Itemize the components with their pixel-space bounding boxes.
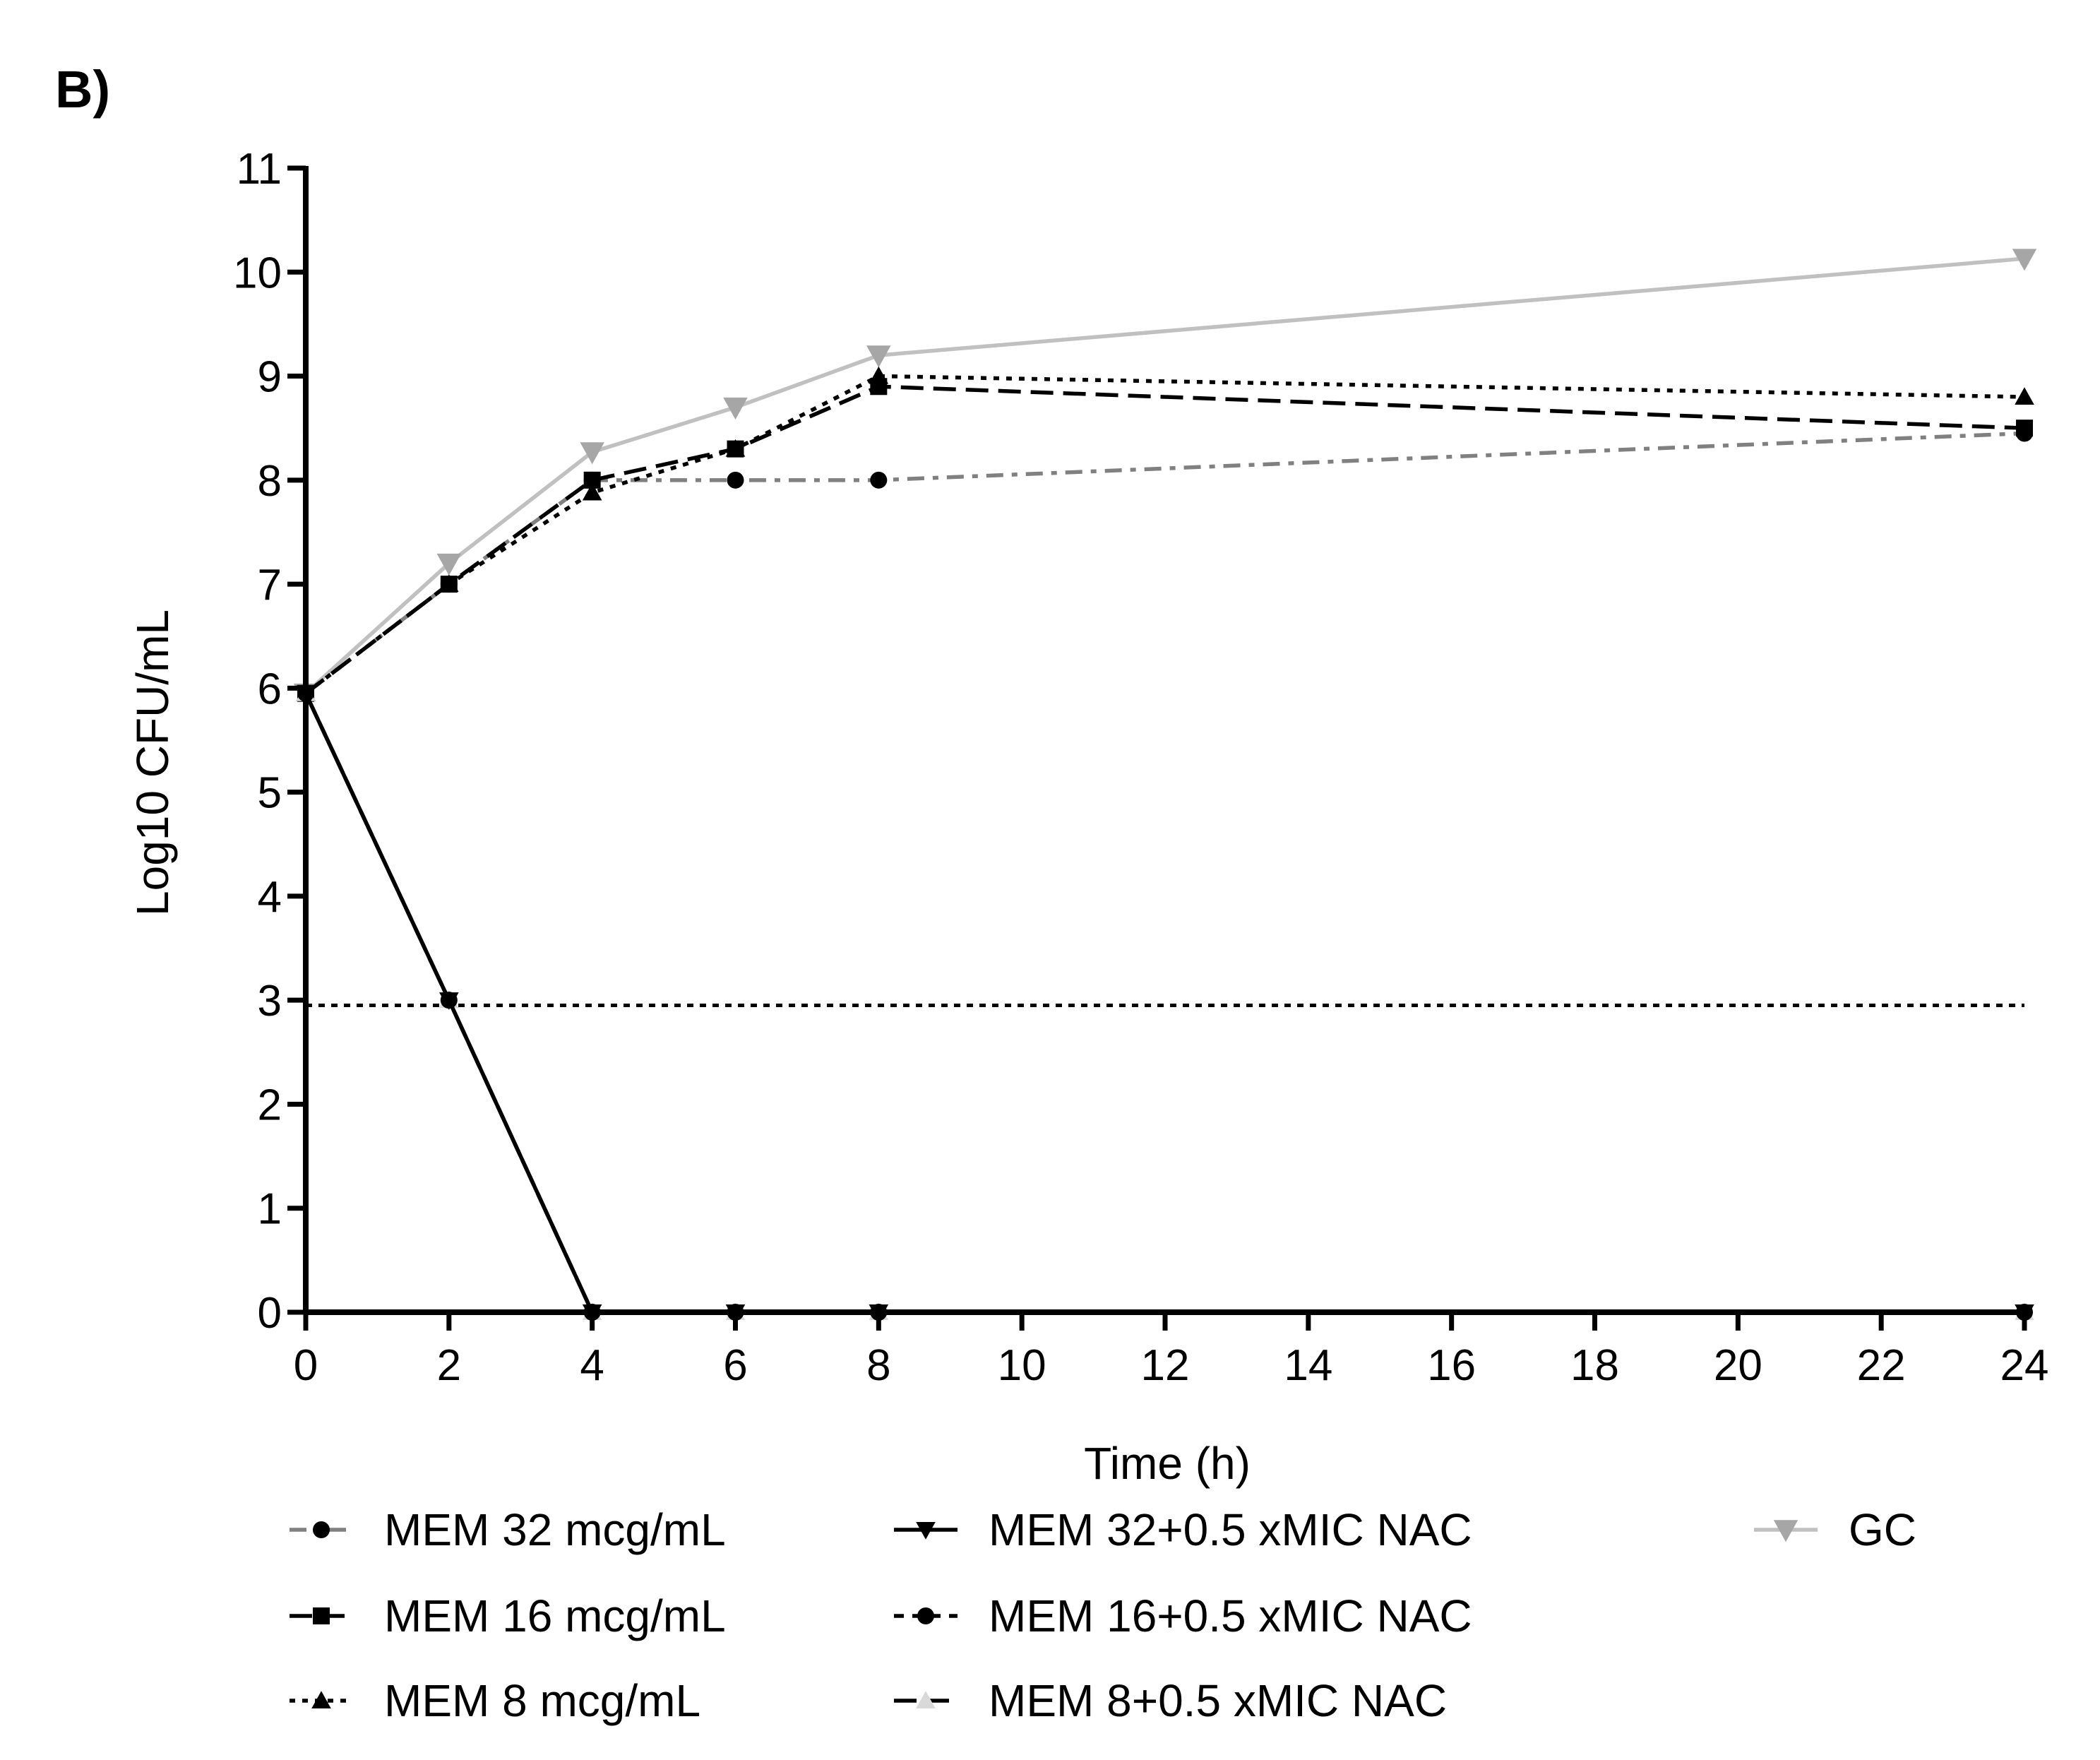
y-tick-label: 5: [258, 769, 282, 818]
x-tick-label: 12: [1141, 1341, 1190, 1390]
x-axis-title: Time (h): [1084, 1438, 1251, 1489]
series-line: [304, 374, 2025, 695]
series-5: [296, 683, 2034, 1321]
legend-marker: [916, 1691, 936, 1709]
series-line: [304, 256, 2025, 695]
x-tick-label: 20: [1714, 1341, 1762, 1390]
data-point: [727, 440, 744, 458]
y-tick-label: 11: [237, 145, 282, 194]
legend-marker: [313, 1521, 330, 1538]
y-tick-label: 9: [258, 353, 282, 402]
y-tick-label: 8: [258, 457, 282, 506]
series-line: [304, 384, 2025, 695]
data-point: [580, 442, 604, 465]
data-point: [436, 553, 462, 576]
data-point: [723, 397, 748, 420]
x-tick-label: 6: [723, 1341, 747, 1390]
series-6: [293, 249, 2037, 706]
x-tick-label: 22: [1857, 1341, 1906, 1390]
legend-item: MEM 16 mcg/mL: [290, 1590, 726, 1641]
y-tick-label: 1: [258, 1185, 282, 1234]
series-line: [304, 692, 2024, 1314]
legend-item: MEM 16+0.5 xMIC NAC: [894, 1590, 1472, 1641]
data-point: [2012, 249, 2037, 271]
series-4: [297, 684, 2033, 1321]
legend-label: MEM 8 mcg/mL: [384, 1675, 700, 1726]
y-tick-label: 2: [258, 1081, 282, 1129]
y-tick-label: 6: [258, 665, 282, 713]
y-tick-label: 10: [233, 249, 282, 297]
legend-label: MEM 32+0.5 xMIC NAC: [989, 1504, 1472, 1555]
data-point: [440, 576, 458, 593]
series-1: [297, 378, 2033, 702]
series-line: [304, 692, 2024, 1314]
legend-marker: [917, 1607, 934, 1624]
legend-label: MEM 32 mcg/mL: [384, 1504, 726, 1555]
series-line: [304, 692, 2024, 1314]
series-2: [296, 366, 2034, 701]
data-point: [870, 378, 888, 396]
legend-item: GC: [1754, 1504, 1916, 1555]
data-point: [2015, 387, 2034, 405]
x-tick-label: 0: [294, 1341, 318, 1390]
data-point: [866, 345, 891, 368]
legend-marker: [916, 1521, 936, 1540]
data-point: [439, 992, 459, 1010]
panel-label: B): [55, 60, 110, 119]
data-point: [2016, 420, 2033, 437]
x-tick-label: 10: [998, 1341, 1046, 1390]
legend-label: GC: [1849, 1504, 1916, 1555]
legend-marker: [311, 1691, 331, 1709]
data-point: [870, 471, 888, 489]
x-tick-label: 8: [866, 1341, 890, 1390]
series-layer: [293, 249, 2037, 1322]
legend: MEM 32 mcg/mL MEM 16 mcg/mL MEM 8 mcg/mL ME…: [290, 1504, 1916, 1726]
x-tick-label: 18: [1570, 1341, 1619, 1390]
legend-item: MEM 8 mcg/mL: [290, 1675, 700, 1726]
x-tick-label: 2: [437, 1341, 461, 1390]
legend-label: MEM 16+0.5 xMIC NAC: [989, 1590, 1472, 1641]
legend-item: MEM 8+0.5 xMIC NAC: [894, 1675, 1447, 1726]
y-tick-label: 7: [258, 561, 282, 610]
data-point: [583, 471, 601, 489]
legend-label: MEM 16 mcg/mL: [384, 1590, 726, 1641]
y-tick-label: 4: [258, 873, 282, 922]
x-tick-label: 16: [1427, 1341, 1476, 1390]
legend-marker: [1773, 1520, 1798, 1542]
y-axis-title: Log10 CFU/mL: [127, 610, 178, 916]
legend-item: MEM 32 mcg/mL: [290, 1504, 726, 1555]
legend-marker: [313, 1607, 330, 1624]
legend-label: MEM 8+0.5 xMIC NAC: [989, 1675, 1447, 1726]
data-point: [727, 471, 744, 489]
series-0: [297, 424, 2033, 702]
y-tick-label: 0: [258, 1289, 282, 1338]
data-point: [582, 482, 602, 501]
y-tick-label: 3: [258, 977, 282, 1025]
legend-item: MEM 32+0.5 xMIC NAC: [894, 1504, 1472, 1555]
x-tick-label: 24: [2000, 1341, 2049, 1390]
x-tick-label: 14: [1284, 1341, 1332, 1390]
series-line: [304, 431, 2025, 695]
x-tick-label: 4: [580, 1341, 604, 1390]
